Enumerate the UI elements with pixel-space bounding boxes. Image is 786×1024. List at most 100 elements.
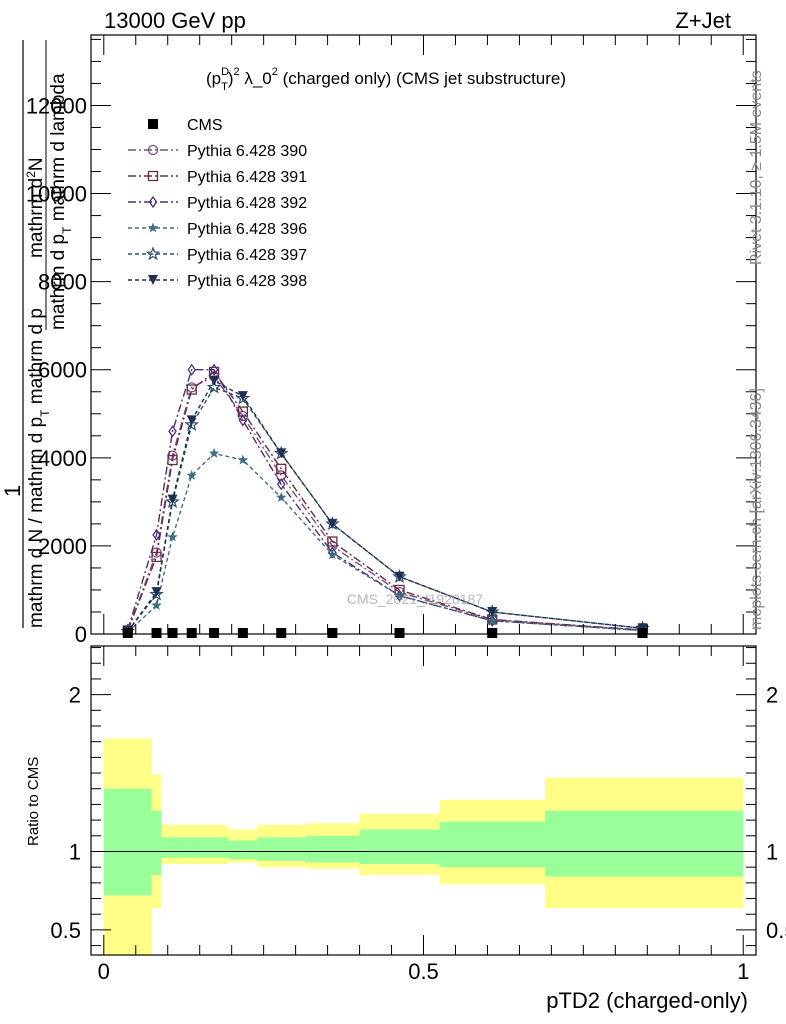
plot-title-sup-2b: 2 xyxy=(272,66,278,78)
series-point-3 xyxy=(209,363,219,376)
legend-label: Pythia 6.428 397 xyxy=(187,247,307,264)
stat-band-bin xyxy=(305,835,360,863)
legend-label: Pythia 6.428 398 xyxy=(187,273,307,290)
series-point-6 xyxy=(167,494,178,505)
series-line-2 xyxy=(127,370,643,631)
series-point-3 xyxy=(276,478,286,491)
series-point-6 xyxy=(237,391,248,402)
cms-data-point xyxy=(122,628,133,638)
energy-label: 13000 GeV pp xyxy=(104,8,246,33)
ratio-y-tick-label-right: 2 xyxy=(766,683,778,708)
plot-title-rest: λ_0 xyxy=(240,69,272,88)
stat-band-bin xyxy=(544,810,744,877)
mcplots-label: mcplots.cern.ch [arXiv:1306.3436] xyxy=(748,388,765,630)
cms-data-point xyxy=(327,628,338,638)
ylabel-denominator: mathrm d pT mathrm d lambda xyxy=(48,73,74,330)
series-point-2 xyxy=(151,551,162,563)
cms-data-point xyxy=(487,628,498,638)
ylabel-numerator: mathrm d2N xyxy=(24,157,47,258)
legend-marker xyxy=(148,195,158,209)
plot-title-sub-t: T xyxy=(221,81,228,93)
series-point-3 xyxy=(152,528,161,542)
series-point-4 xyxy=(327,549,338,560)
series-point-6 xyxy=(151,587,162,598)
series-point-4 xyxy=(276,491,287,502)
series-point-4 xyxy=(208,447,220,458)
stat-band-bin xyxy=(161,837,184,858)
plot-title-paren: ) xyxy=(228,69,234,88)
legend-label: Pythia 6.428 392 xyxy=(187,195,307,212)
main-y-tick-label: 2000 xyxy=(38,534,87,559)
main-y-tick-label: 12000 xyxy=(26,93,87,118)
cms-data-point xyxy=(637,628,648,638)
series-point-4 xyxy=(186,469,197,480)
legend-marker xyxy=(147,144,159,156)
ylabel-second-fraction: mathrm d N / mathrm d pT mathrm d p xyxy=(26,308,52,628)
series-line-3 xyxy=(127,369,643,632)
stat-band-bin xyxy=(228,840,258,860)
y-axis-label-ratio: Ratio to CMS xyxy=(25,757,42,846)
legend-marker xyxy=(147,170,159,182)
stat-band-bin xyxy=(257,837,306,861)
legend-marker xyxy=(148,119,158,129)
process-label: Z+Jet xyxy=(675,8,731,33)
x-tick-label: 1 xyxy=(737,959,749,984)
x-axis-label: pTD2 (charged-only) xyxy=(546,988,748,1013)
series-point-2 xyxy=(167,454,178,466)
series-point-6 xyxy=(394,571,405,582)
x-tick-label: 0 xyxy=(98,959,110,984)
series-point-2 xyxy=(327,536,338,547)
main-y-tick-label: 6000 xyxy=(38,358,87,383)
series-point-4 xyxy=(151,599,162,610)
ratio-uncertainty-bands xyxy=(103,738,744,955)
legend: CMS Pythia 6.428 390 Pythia 6.428 391 Pythi… xyxy=(128,117,307,290)
main-y-tick-label: 10000 xyxy=(26,182,87,207)
series-point-3 xyxy=(328,546,337,559)
main-series-group xyxy=(120,363,650,638)
main-y-tick-label: 0 xyxy=(75,622,87,647)
legend-label: Pythia 6.428 391 xyxy=(187,169,307,186)
stat-band-bin xyxy=(183,837,200,858)
series-point-5 xyxy=(206,379,222,394)
plot-title: (pD T)2 λ_02 (charged only) (CMS jet subs… xyxy=(206,66,566,93)
series-point-3 xyxy=(187,363,197,376)
legend-marker xyxy=(147,222,159,233)
stat-band-bin xyxy=(103,788,152,896)
series-point-5 xyxy=(184,417,200,432)
series-point-4 xyxy=(167,531,178,542)
series-point-4 xyxy=(237,454,249,465)
series-point-2 xyxy=(276,463,287,474)
cms-data-point xyxy=(151,628,162,638)
stat-band-bin xyxy=(439,821,545,868)
series-point-3 xyxy=(168,425,177,438)
plot-title-main: (p xyxy=(206,69,221,88)
legend-label: Pythia 6.428 390 xyxy=(187,143,307,160)
ratio-y-tick-label: 0.5 xyxy=(50,918,81,943)
watermark: CMS_2021_I1920187 xyxy=(347,591,483,607)
legend-label: CMS xyxy=(187,117,223,134)
legend-marker xyxy=(148,275,158,285)
series-point-6 xyxy=(209,375,220,386)
plot-title-sup-2: 2 xyxy=(233,66,239,78)
series-point-6 xyxy=(276,448,287,459)
series-point-4 xyxy=(487,615,498,626)
cms-data-point xyxy=(276,628,287,638)
y-axis-label-upper: 1 mathrm d2N mathrm d pT mathrm d lambda… xyxy=(0,40,74,628)
stat-band-bin xyxy=(151,810,162,876)
series-point-3 xyxy=(238,414,248,427)
series-point-6 xyxy=(186,415,197,426)
cms-data-point xyxy=(237,628,248,638)
x-tick-label: 0.5 xyxy=(408,959,439,984)
cms-data-point xyxy=(209,628,220,638)
plot-title-sup-d: D xyxy=(221,66,229,78)
series-point-6 xyxy=(487,606,498,617)
ratio-y-tick-label: 1 xyxy=(69,839,81,864)
cms-data-point xyxy=(167,628,178,638)
rivet-label: Rivet 3.1.10, ≥ 1.5M events xyxy=(748,70,765,265)
legend-label: Pythia 6.428 396 xyxy=(187,221,307,238)
ylabel-one: 1 xyxy=(0,485,25,497)
ratio-y-tick-label-right: 0.5 xyxy=(766,918,786,943)
legend-marker xyxy=(145,246,161,261)
cms-data-point xyxy=(394,628,405,638)
